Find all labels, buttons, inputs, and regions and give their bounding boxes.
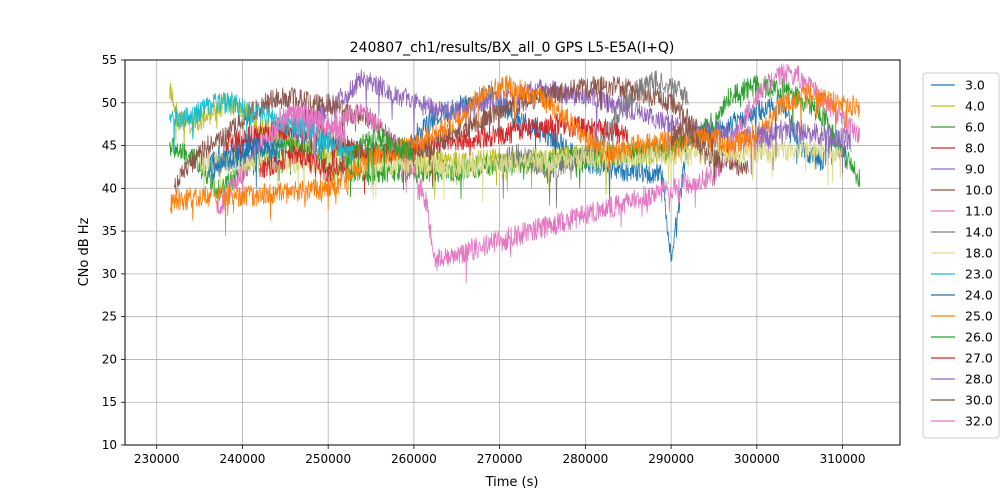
y-tick-label: 45 <box>102 139 117 153</box>
y-tick-label: 35 <box>102 224 117 238</box>
legend-label: 8.0 <box>965 141 985 156</box>
legend-label: 18.0 <box>965 246 993 261</box>
legend-label: 14.0 <box>965 225 993 240</box>
legend-label: 32.0 <box>965 414 993 429</box>
series-line-10-0 <box>173 75 749 196</box>
axis-layer: 230000 240000 250000 260000 270000 280000 2900… <box>102 53 866 466</box>
legend-label: 30.0 <box>965 393 993 408</box>
series-line-30-0 <box>670 118 723 186</box>
plot-frame <box>124 59 901 446</box>
legend-label: 3.0 <box>965 78 985 93</box>
x-tick-label: 310000 <box>820 452 866 466</box>
x-axis-label: Time (s) <box>485 475 539 490</box>
y-tick-label: 20 <box>102 352 117 366</box>
legend-label: 6.0 <box>965 120 985 135</box>
x-tick-label: 250000 <box>305 452 351 466</box>
x-tick-label: 230000 <box>134 452 180 466</box>
x-tick-label: 260000 <box>391 452 437 466</box>
y-tick-label: 55 <box>102 53 117 67</box>
legend-label: 25.0 <box>965 309 993 324</box>
y-tick-label: 40 <box>102 181 117 195</box>
series-line-27-0 <box>259 144 346 183</box>
legend-label: 4.0 <box>965 99 985 114</box>
legend-label: 10.0 <box>965 183 993 198</box>
y-tick-label: 30 <box>102 267 117 281</box>
y-tick-label: 50 <box>102 96 117 110</box>
x-tick-label: 280000 <box>562 452 608 466</box>
series-line-24-0 <box>207 136 278 189</box>
series-line-25-0 <box>170 75 861 237</box>
legend-label: 27.0 <box>965 351 993 366</box>
x-tick-label: 270000 <box>477 452 523 466</box>
series-line-32-0 <box>276 102 346 159</box>
series-layer <box>169 63 861 284</box>
legend-label: 24.0 <box>965 288 993 303</box>
legend-label: 23.0 <box>965 267 993 282</box>
y-tick-label: 15 <box>102 395 117 409</box>
y-tick-label: 25 <box>102 310 117 324</box>
x-tick-label: 300000 <box>734 452 780 466</box>
legend-frame <box>922 72 1000 439</box>
y-tick-label: 10 <box>102 438 117 452</box>
y-axis-label: CNo dB Hz <box>77 217 92 286</box>
chart-title: 240807_ch1/results/BX_all_0 GPS L5-E5A(I… <box>350 40 675 56</box>
x-tick-label: 290000 <box>648 452 694 466</box>
series-line-23-0 <box>169 91 355 176</box>
legend-label: 28.0 <box>965 372 993 387</box>
legend-label: 26.0 <box>965 330 993 345</box>
legend-label: 11.0 <box>965 204 993 219</box>
series-line-28-0 <box>756 119 852 174</box>
legend-label: 9.0 <box>965 162 985 177</box>
x-tick-label: 240000 <box>220 452 266 466</box>
legend: 3.0 4.0 6.0 8.0 9.0 10.0 11.0 14.0 18.0 23.0 24.0 2… <box>922 72 1000 439</box>
series-line-26-0 <box>344 128 415 186</box>
